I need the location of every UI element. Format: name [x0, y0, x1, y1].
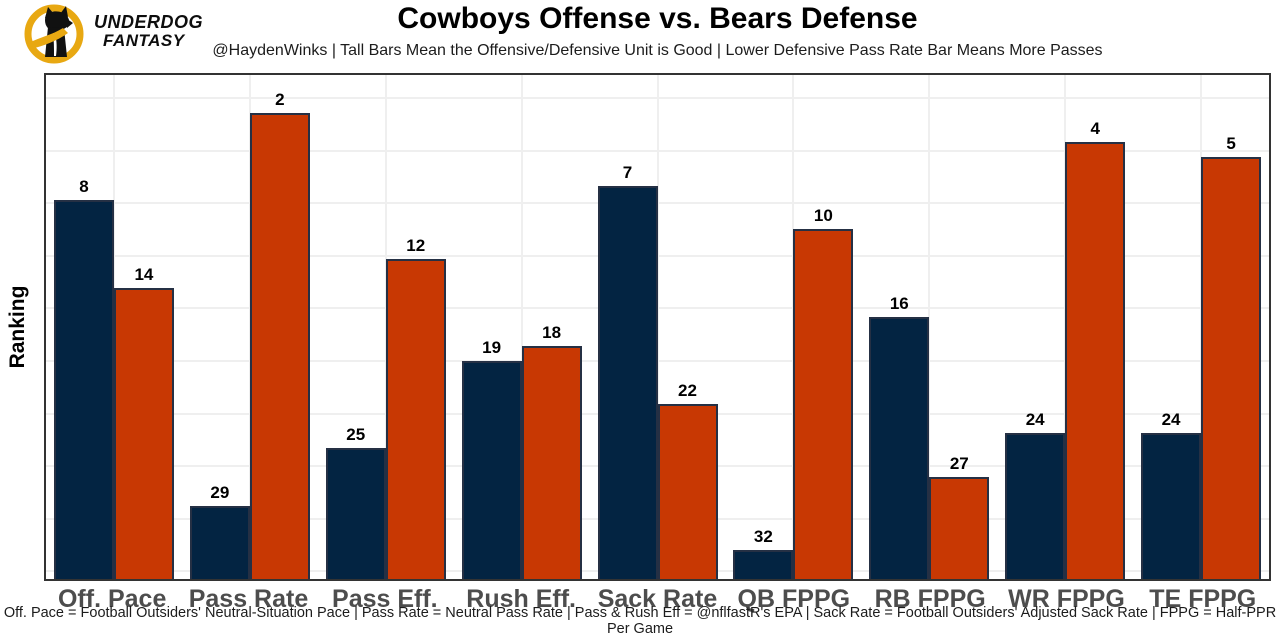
bar-with-label: 10 [793, 206, 854, 579]
bar-value-label: 29 [210, 483, 230, 503]
bar-value-label: 19 [482, 337, 502, 357]
y-axis-label: Ranking [6, 285, 29, 369]
bar-with-label: 22 [657, 381, 718, 579]
brand-line1: UNDERDOG [94, 12, 204, 32]
bar-groups: 8 14 29 2 25 12 19 18 7 22 32 10 16 27 24 4 24 5 [46, 75, 1269, 579]
bar-cowboys-offense [325, 447, 386, 579]
bar-with-label: 24 [1141, 410, 1202, 579]
bar-with-label: 29 [189, 483, 250, 579]
bar-group-pass-eff-: 25 12 [318, 75, 454, 579]
bar-with-label: 7 [597, 162, 658, 579]
bar-value-label: 24 [1025, 410, 1045, 430]
bar-value-label: 22 [678, 381, 697, 401]
bar-pair: 29 2 [189, 89, 310, 579]
vertical-gridline [928, 75, 931, 579]
bar-with-label: 5 [1201, 133, 1262, 579]
bar-value-label: 18 [542, 322, 562, 342]
x-axis-label-rb-fppg: RB FPPG [874, 585, 986, 613]
bar-group-sack-rate: 7 22 [590, 75, 726, 579]
bar-pair: 19 18 [461, 322, 582, 579]
plot-area: 8 14 29 2 25 12 19 18 7 22 32 10 16 27 24 4 24 5 [44, 73, 1271, 581]
bar-pair: 8 14 [53, 177, 174, 579]
bar-pair: 16 27 [869, 293, 990, 579]
bar-pair: 24 5 [1141, 133, 1262, 579]
bar-value-label: 24 [1161, 410, 1181, 430]
bar-with-label: 2 [249, 89, 310, 579]
bar-cowboys-offense [869, 316, 930, 579]
bar-value-label: 12 [406, 235, 426, 255]
bar-value-label: 5 [1226, 133, 1236, 153]
bar-value-label: 32 [753, 526, 773, 546]
bar-with-label: 16 [869, 293, 930, 579]
x-axis-label-qb-fppg: QB FPPG [737, 585, 851, 613]
bar-value-label: 8 [79, 177, 89, 197]
bar-group-rb-fppg: 16 27 [861, 75, 997, 579]
footnote: Off. Pace = Football Outsiders' Neutral-… [3, 605, 1277, 637]
x-axis-label-sack-rate: Sack Rate [597, 585, 718, 613]
bar-group-wr-fppg: 24 4 [997, 75, 1133, 579]
bar-value-label: 7 [622, 162, 633, 182]
bar-cowboys-offense [1005, 433, 1066, 579]
bar-value-label: 10 [813, 206, 833, 226]
dog-icon [29, 6, 73, 57]
bar-with-label: 25 [325, 424, 386, 579]
bar-value-label: 2 [275, 89, 285, 109]
bar-pair: 24 4 [1005, 119, 1126, 579]
bar-with-label: 18 [521, 322, 582, 579]
x-axis-label-rush-eff-: Rush Eff. [466, 585, 576, 613]
bar-group-te-fppg: 24 5 [1133, 75, 1269, 579]
x-axis-label-te-fppg: TE FPPG [1149, 585, 1257, 613]
bar-cowboys-offense [733, 549, 794, 579]
bar-with-label: 8 [53, 177, 114, 579]
bar-bears-defense [249, 112, 310, 579]
bar-group-pass-rate: 29 2 [182, 75, 318, 579]
underdog-fantasy-logo [24, 4, 84, 64]
bar-value-label: 27 [949, 454, 969, 473]
chart-subtitle: @HaydenWinks | Tall Bars Mean the Offens… [212, 42, 1103, 59]
bar-bears-defense [113, 287, 174, 579]
bar-cowboys-offense [189, 506, 250, 579]
vertical-gridline [656, 75, 659, 579]
bar-bears-defense [929, 477, 990, 579]
bar-group-qb-fppg: 32 10 [725, 75, 861, 579]
x-axis-label-wr-fppg: WR FPPG [1008, 585, 1125, 613]
x-axis-labels: Off. Pace Pass Rate Pass Eff. Rush Eff. Sack… [44, 585, 1271, 614]
bar-with-label: 27 [929, 454, 990, 579]
x-axis-label-pass-rate: Pass Rate [188, 585, 309, 613]
bar-cowboys-offense [53, 200, 114, 579]
bar-value-label: 4 [1090, 119, 1100, 138]
bar-cowboys-offense [1141, 433, 1202, 579]
brand-line2: FANTASY [103, 30, 185, 50]
bar-group-rush-eff-: 19 18 [454, 75, 590, 579]
brand-text: UNDERDOG FANTASY [94, 13, 203, 50]
bar-bears-defense [657, 404, 718, 579]
bar-bears-defense [1201, 156, 1262, 579]
x-axis-label-off-pace: Off. Pace [57, 585, 167, 613]
bar-pair: 32 10 [733, 206, 854, 579]
bar-bears-defense [385, 258, 446, 579]
bar-bears-defense [521, 345, 582, 579]
bar-pair: 7 22 [597, 162, 718, 579]
x-axis-label-pass-eff-: Pass Eff. [332, 585, 438, 613]
bar-value-label: 16 [889, 293, 909, 313]
chart-title: Cowboys Offense vs. Bears Defense [397, 2, 918, 35]
bar-group-off-pace: 8 14 [46, 75, 182, 579]
bar-with-label: 24 [1005, 410, 1066, 579]
bar-with-label: 32 [733, 526, 794, 579]
vertical-gridline [520, 75, 523, 579]
bar-with-label: 12 [385, 235, 446, 579]
bar-with-label: 4 [1065, 119, 1126, 579]
bar-bears-defense [1065, 142, 1126, 579]
bar-bears-defense [793, 229, 854, 579]
bar-value-label: 25 [346, 424, 366, 444]
bar-pair: 25 12 [325, 235, 446, 579]
bar-value-label: 14 [134, 264, 154, 284]
bar-cowboys-offense [461, 360, 522, 579]
bar-cowboys-offense [597, 185, 658, 579]
bar-with-label: 19 [461, 337, 522, 579]
bar-with-label: 14 [113, 264, 174, 579]
